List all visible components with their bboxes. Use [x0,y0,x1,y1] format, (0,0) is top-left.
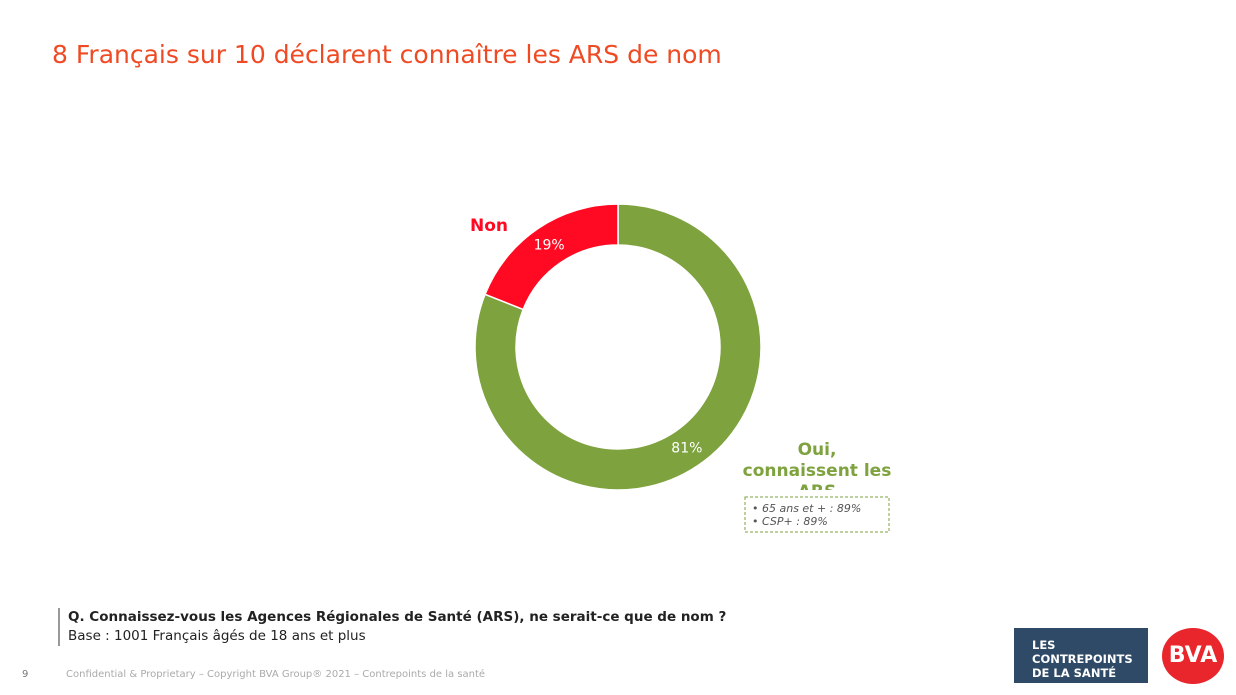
footer: Confidential & Proprietary – Copyright B… [66,669,486,680]
logo-line: LES CONTREPOINTS [1032,638,1133,666]
donut-segment [484,203,619,311]
base: Base : 1001 Français âgés de 18 ans et p… [68,628,366,644]
page-number: 9 [22,669,29,680]
category-label: Non [469,216,508,236]
chart-title: 8 Français sur 10 déclarent connaître le… [52,40,722,69]
category-label-box: Oui, connaissent les ARS [742,440,892,490]
donut-segment [474,203,762,491]
annotation: • 65 ans et + : 89% [752,502,861,515]
brand-logo: BVA [1162,628,1224,684]
annotation-box [744,496,890,533]
category-label: Oui, connaissent les ARS [742,440,892,490]
logo: LES CONTREPOINTS DE LA SANTÉ [1014,628,1148,683]
value-label: 19% [534,238,565,254]
question-block: Q. Connaissez-vous les Agences Régionale… [58,608,726,646]
annotation: • CSP+ : 89% [752,515,828,528]
question: Q. Connaissez-vous les Agences Régionale… [68,609,727,625]
logo-line: DE LA SANTÉ [1032,666,1117,680]
chart: 81% Oui, connaissent les ARS 19% Non • 65 an… [469,203,892,533]
value-label: 81% [671,440,702,456]
category-label-box: Non [469,216,508,236]
